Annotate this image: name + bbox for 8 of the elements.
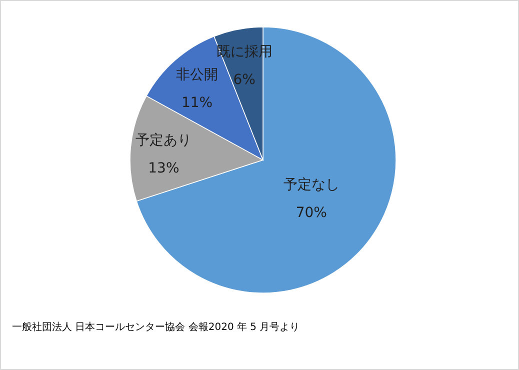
data-label: 11% — [181, 95, 213, 112]
data-label: 13% — [148, 160, 180, 177]
slice-label: 予定あり — [136, 132, 192, 149]
text: 一般社団法人 日本コールセンター協会 会報2020 年 5 月号より — [12, 321, 300, 333]
slice-label: 予定なし — [283, 177, 340, 194]
data-label: 6% — [233, 72, 256, 88]
slice-label: 非公開 — [176, 67, 218, 84]
data-label: 70% — [296, 205, 327, 222]
